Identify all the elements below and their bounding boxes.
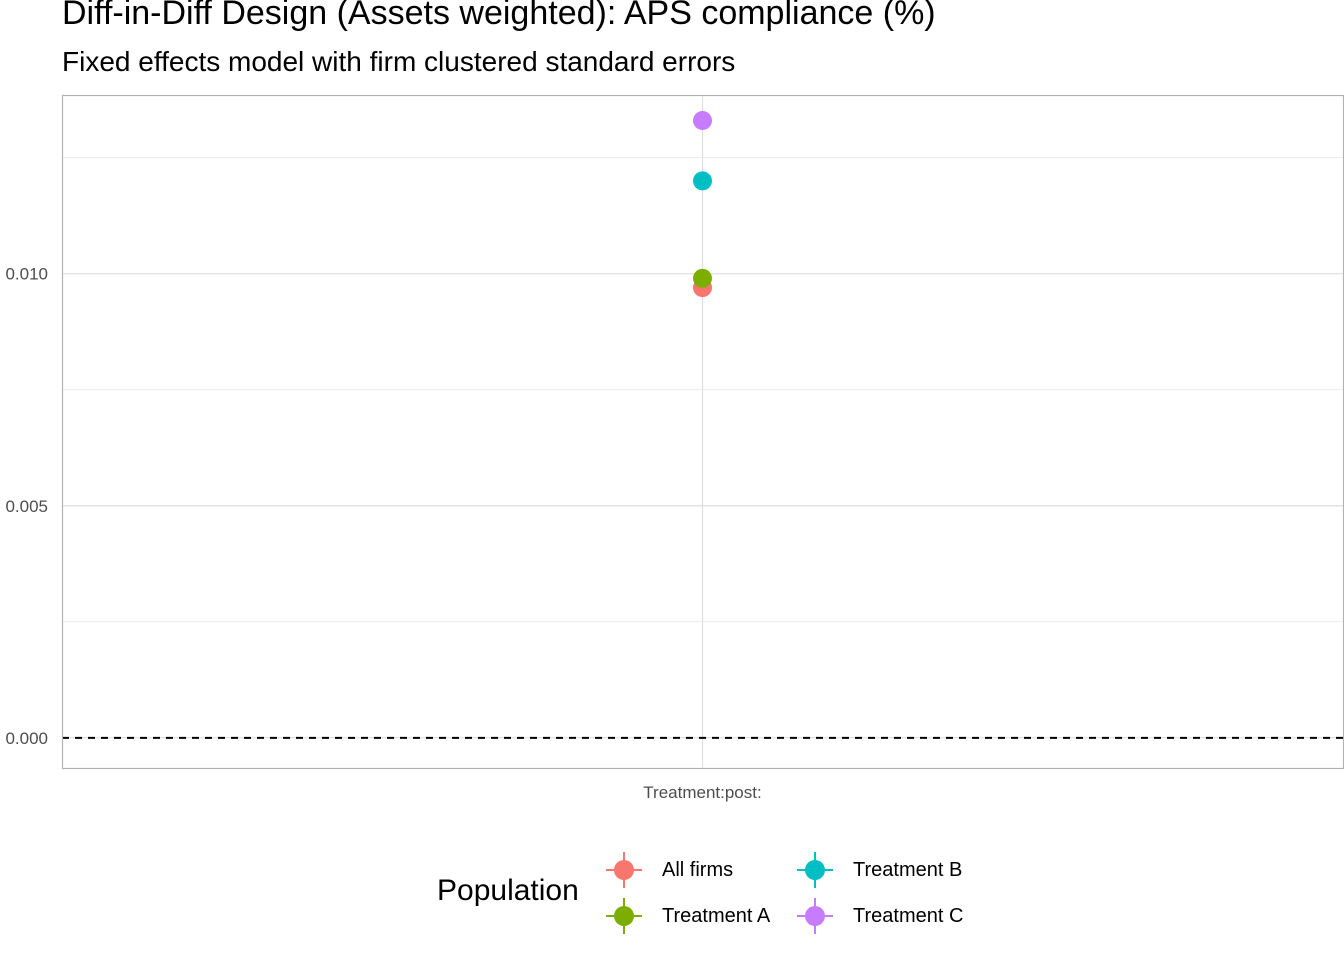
chart-subtitle: Fixed effects model with firm clustered …	[62, 46, 736, 77]
chart-title: Diff-in-Diff Design (Assets weighted): A…	[62, 0, 936, 32]
legend-label: Treatment B	[853, 858, 963, 881]
x-tick-label: Treatment:post:	[643, 783, 761, 802]
legend-key-icon	[797, 852, 833, 888]
legend-item-treatment-c: Treatment C	[795, 896, 963, 936]
legend-label: All firms	[662, 858, 734, 881]
legend-key-icon	[606, 898, 642, 934]
legend-key-icon	[797, 898, 833, 934]
legend-label: Treatment C	[853, 904, 964, 927]
y-tick-label: 0.000	[5, 729, 48, 748]
data-point-treatment-c	[693, 111, 712, 131]
legend-key-icon	[606, 852, 642, 888]
data-point-treatment-a	[693, 268, 712, 288]
data-point-treatment-b	[693, 171, 712, 191]
legend-item-treatment-b: Treatment B	[795, 850, 962, 890]
data-points	[693, 111, 712, 298]
axis-labels: 0.000 0.005 0.010 Treatment:post:	[5, 265, 761, 802]
legend-label: Treatment A	[662, 904, 771, 927]
legend-item-treatment-a: Treatment A	[604, 896, 770, 936]
y-tick-label: 0.010	[5, 265, 48, 284]
legend-title: Population	[437, 874, 579, 907]
grid-lines	[62, 95, 1343, 768]
y-tick-label: 0.005	[5, 497, 48, 516]
legend-item-all-firms: All firms	[604, 850, 733, 890]
